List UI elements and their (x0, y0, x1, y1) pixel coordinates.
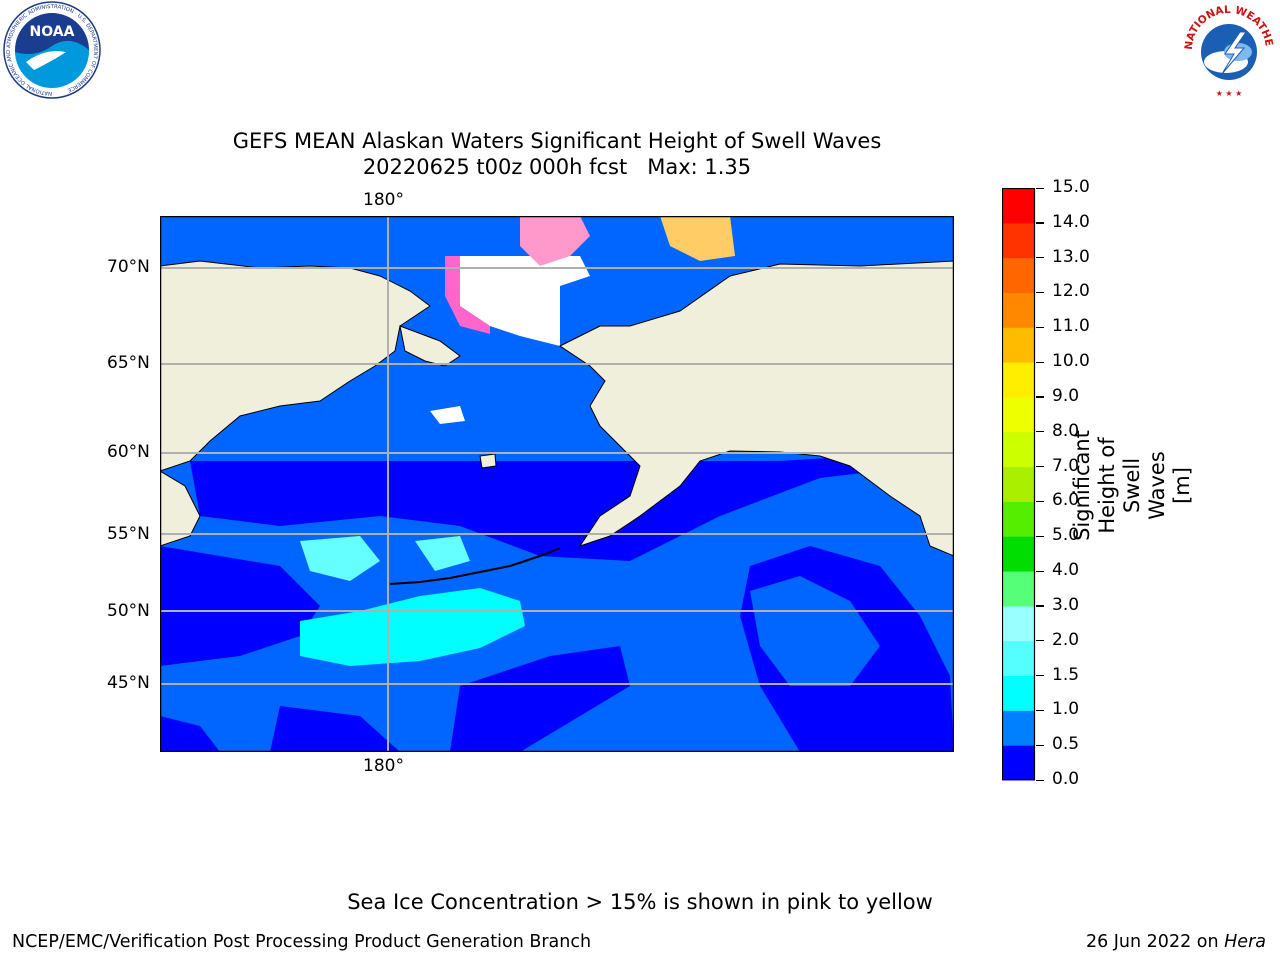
colorbar-tick-mark (1036, 570, 1044, 572)
graticule (160, 216, 954, 752)
colorbar-tick-mark (1036, 744, 1044, 746)
swell-low-south-tongue (450, 646, 630, 752)
lat-label-50: 50°N (107, 601, 150, 621)
plot-title: GEFS MEAN Alaskan Waters Significant Hei… (232, 129, 882, 153)
lat-label-55: 55°N (107, 524, 150, 544)
island-st-lawrence (430, 406, 465, 424)
colorbar-tick-label: 12.0 (1052, 281, 1090, 302)
colorbar-tick-label: 1.0 (1052, 699, 1080, 720)
colorbar-tick-label: 0.0 (1052, 769, 1080, 789)
lat-label-60: 60°N (107, 442, 150, 462)
colorbar-tick-label: 5.0 (1052, 525, 1080, 546)
colorbar-tick-mark (1036, 326, 1044, 328)
colorbar-swatch (1002, 396, 1035, 433)
arctic-ocean-open (450, 256, 590, 346)
colorbar-tick-mark (1036, 779, 1044, 781)
colorbar-tick-mark (1036, 535, 1044, 537)
land-siberia (160, 260, 431, 472)
lat-label-65: 65°N (107, 353, 150, 373)
colorbar-tick-mark (1036, 361, 1044, 363)
colorbar-swatch (1002, 710, 1035, 746)
colorbar-swatch (1002, 605, 1035, 642)
swell-low-bering (190, 456, 920, 561)
colorbar-tick-mark (1036, 605, 1044, 607)
land-chukotka-east (399, 325, 461, 367)
colorbar-swatch (1002, 431, 1035, 468)
colorbar-swatch (1002, 675, 1035, 711)
colorbar-tick-mark (1036, 431, 1044, 433)
colorbar-swatch (1002, 188, 1035, 224)
colorbar-swatch (1002, 501, 1035, 537)
land-kamchatka (160, 470, 201, 547)
colorbar-tick-label: 7.0 (1052, 455, 1080, 476)
colorbar-tick-mark (1036, 396, 1044, 398)
swell-mid-pool (750, 576, 880, 686)
colorbar-swatch (1002, 745, 1035, 781)
colorbar-tick-mark (1036, 257, 1044, 259)
colorbar-tick-label: 9.0 (1052, 385, 1080, 406)
colorbar-tick-mark (1036, 291, 1044, 294)
colorbar-tick-mark (1036, 500, 1044, 503)
colorbar-tick-label: 2.0 (1052, 629, 1080, 650)
lon-bottom-label: 180° (363, 756, 404, 776)
colorbar-swatch (1002, 362, 1035, 398)
swell-cyan-north2 (415, 536, 470, 571)
colorbar-tick-label: 1.5 (1052, 664, 1080, 685)
colorbar-tick-mark (1036, 222, 1044, 224)
colorbar-tick-label: 15.0 (1052, 177, 1090, 197)
lat-label-45: 45°N (107, 673, 150, 693)
colorbar-tick-mark (1036, 640, 1044, 642)
sea-ice-yellow (660, 216, 735, 261)
sea-ice-pink2 (520, 216, 590, 266)
swell-low-sw-corner (160, 716, 220, 752)
aleutian-islands (389, 547, 561, 585)
swell-cyan-north (300, 536, 380, 581)
colorbar-swatch (1002, 257, 1035, 293)
colorbar-tick-mark (1036, 675, 1044, 677)
island-nunivak (479, 453, 497, 469)
sea-ice-caption: Sea Ice Concentration > 15% is shown in … (347, 890, 933, 914)
sea-ice-pink (445, 256, 490, 334)
nws-logo: NATIONAL WEATHER SERVICE ★ ★ ★ (1174, 0, 1280, 100)
svg-text:★ ★ ★: ★ ★ ★ (1216, 89, 1243, 98)
colorbar-ticks: 0.0 0.5 1.0 1.5 2.0 3.0 4.0 5.0 6.0 7.0 8.0 9.0 10.0… (1036, 177, 1106, 789)
colorbar-tick-mark (1036, 709, 1044, 712)
footer-date-text: 26 Jun 2022 on (1085, 932, 1225, 952)
colorbar-tick-label: 13.0 (1052, 246, 1090, 267)
colorbar-swatch (1002, 327, 1035, 363)
colorbar-tick-label: 14.0 (1052, 211, 1090, 232)
colorbar-swatch (1002, 292, 1035, 328)
swell-low-southwest (270, 706, 400, 752)
colorbar-tick-label: 6.0 (1052, 490, 1080, 511)
colorbar-swatch (1002, 222, 1035, 259)
colorbar-tick-label: 3.0 (1052, 594, 1080, 615)
footer-date: 26 Jun 2022 on Hera (1086, 932, 1266, 952)
lon-top-label: 180° (363, 190, 404, 210)
footer-credit: NCEP/EMC/Verification Post Processing Pr… (12, 932, 592, 952)
swell-cyan-south (300, 588, 525, 666)
map-panel (160, 216, 954, 752)
noaa-logo: NATIONAL OCEANIC AND ATMOSPHERIC ADMINIS… (0, 0, 104, 100)
plot-subtitle: 20220625 t00z 000h fcst Max: 1.35 (362, 155, 752, 179)
colorbar (1002, 188, 1036, 781)
footer-host: Hera (1224, 932, 1266, 952)
colorbar-swatch (1002, 536, 1035, 572)
colorbar-tick-label: 8.0 (1052, 420, 1080, 441)
swell-low-west (160, 546, 320, 666)
colorbar-tick-label: 0.5 (1052, 734, 1080, 755)
noaa-logo-text: NOAA (30, 24, 75, 40)
colorbar-swatch (1002, 640, 1035, 677)
colorbar-tick-mark (1036, 466, 1044, 468)
colorbar-tick-mark (1036, 187, 1044, 189)
colorbar-tick-label: 4.0 (1052, 560, 1080, 581)
lat-label-70: 70°N (107, 257, 150, 277)
colorbar-swatch (1002, 466, 1035, 502)
colorbar-tick-label: 11.0 (1052, 316, 1090, 337)
colorbar-swatch (1002, 571, 1035, 607)
colorbar-label: Significant Height of Swell Waves [m] (1069, 429, 1194, 541)
colorbar-tick-label: 10.0 (1052, 351, 1090, 372)
